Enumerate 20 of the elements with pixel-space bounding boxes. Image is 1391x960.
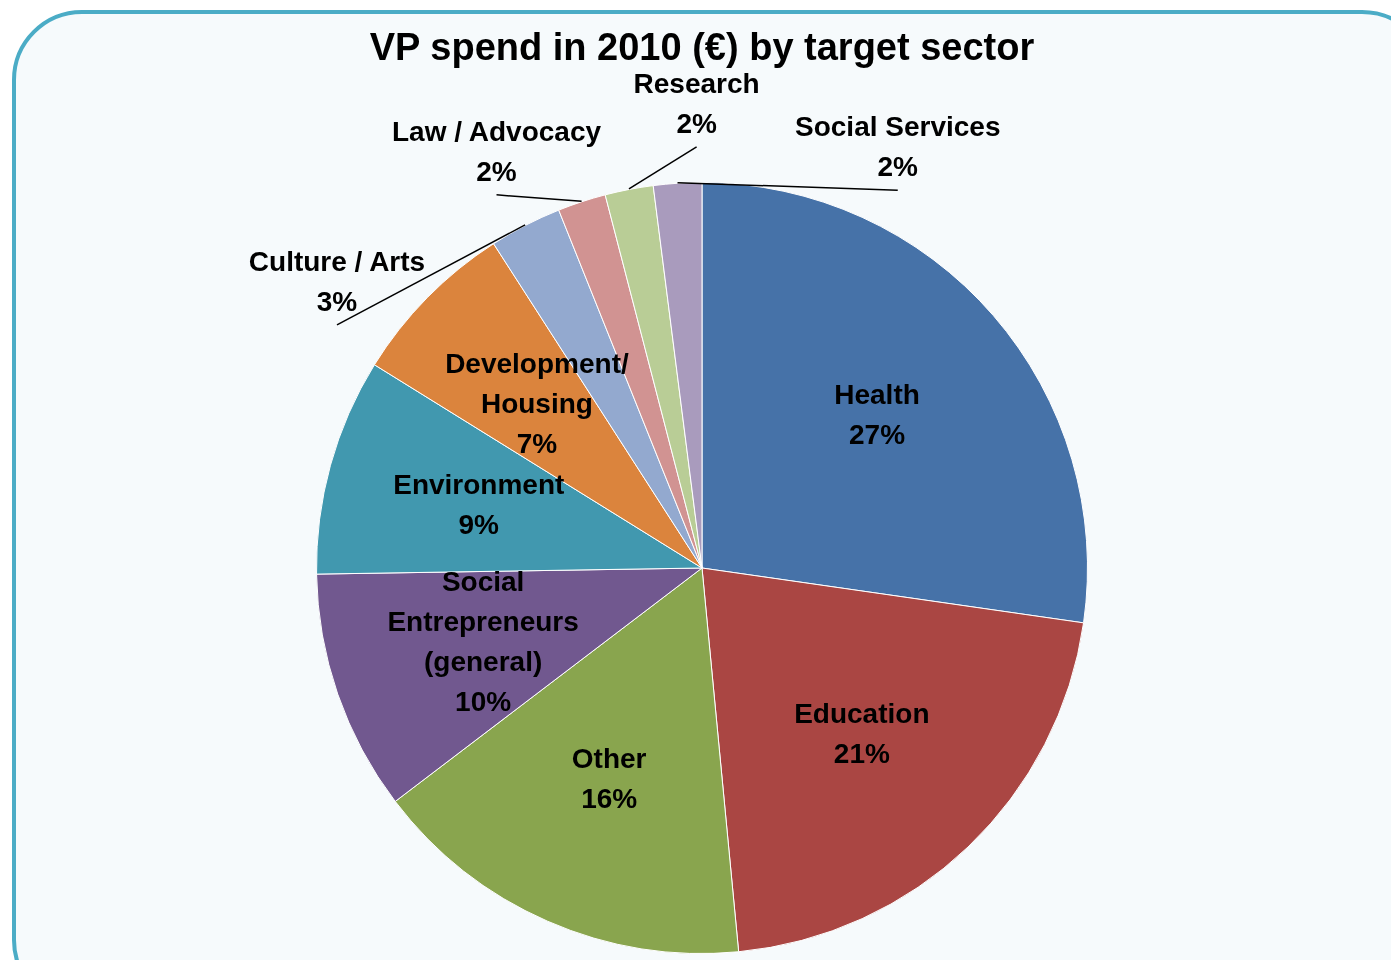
slice-label: Other xyxy=(571,742,647,774)
slice-label: Health xyxy=(834,379,920,411)
slice-label: Environment xyxy=(393,469,565,500)
data-label: 2% xyxy=(476,155,517,187)
data-label: 2% xyxy=(877,150,919,182)
data-label: 3% xyxy=(316,285,358,317)
data-label: 7% xyxy=(516,428,558,460)
data-label: 9% xyxy=(458,509,500,540)
slice-label: Culture / Arts xyxy=(248,245,426,277)
slice-label: Education xyxy=(794,698,930,730)
chart-title: VP spend in 2010 (€) by target sector xyxy=(369,26,1035,69)
data-label: 21% xyxy=(833,738,890,770)
slice-label: Research xyxy=(633,67,760,99)
slice-label: Law / Advocacy xyxy=(392,115,602,147)
slice-label: Social Services xyxy=(795,110,1001,142)
slice-label: Social Entrepreneurs (general) xyxy=(387,566,579,678)
data-label: 16% xyxy=(581,782,638,814)
data-label: 10% xyxy=(455,686,512,718)
data-label: 27% xyxy=(849,419,906,451)
data-label: 2% xyxy=(676,107,717,139)
